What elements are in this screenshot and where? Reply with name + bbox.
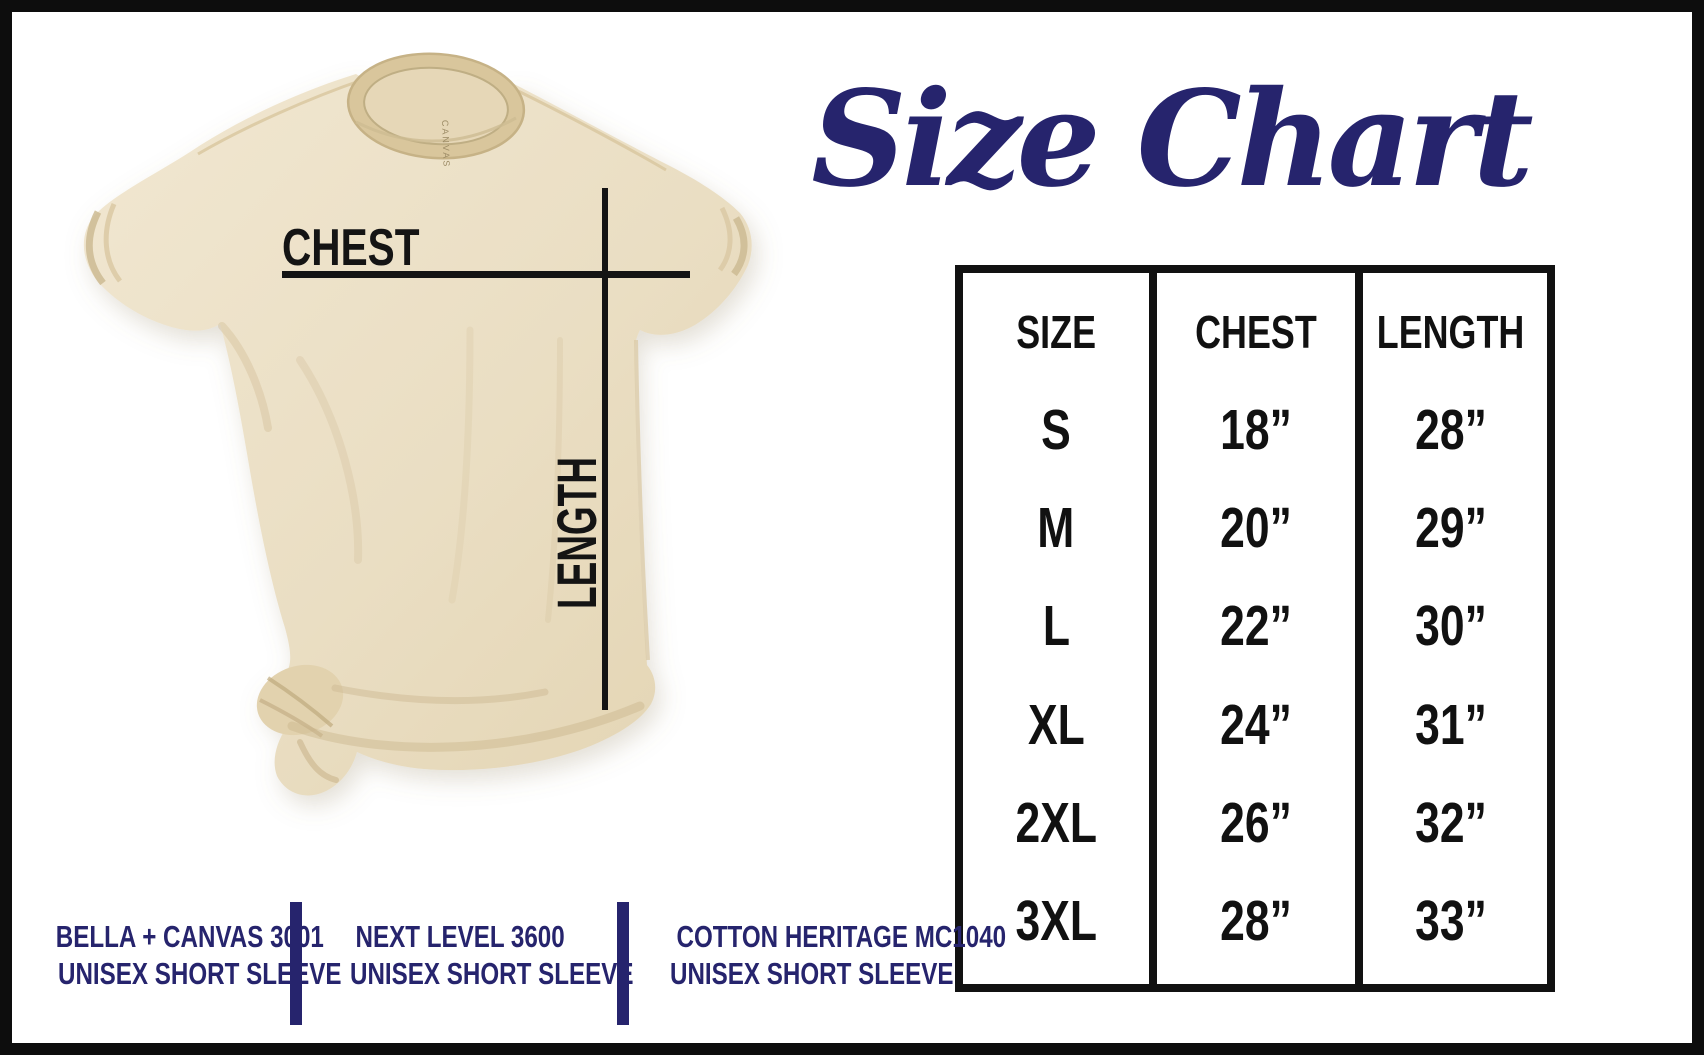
product-style: UNISEX SHORT SLEEVE — [669, 956, 954, 991]
page-title: Size Chart — [811, 62, 1533, 217]
chest-measure-line — [282, 271, 690, 278]
brand-tag-label: CANVAS — [440, 120, 452, 169]
tshirt-collar-inner-edge — [363, 66, 509, 146]
fold — [331, 684, 549, 705]
product-info-next-level: NEXT LEVEL 3600 UNISEX SHORT SLEEVE — [310, 918, 634, 992]
cuff-roll-left — [85, 210, 106, 286]
divider-bar — [290, 902, 302, 1025]
column-header-size: SIZE — [1016, 306, 1096, 359]
table-column-chest: CHEST 18” 20” 22” 24” 26” 28” — [1157, 273, 1363, 984]
fold — [448, 326, 474, 604]
shoulder-seam-left — [197, 78, 363, 156]
column-header-length: LENGTH — [1377, 306, 1525, 359]
cuff-roll-right-inner — [717, 206, 733, 272]
hem-shadow — [287, 701, 645, 752]
table-cell-size: 2XL — [1015, 790, 1097, 855]
product-name: COTTON HERITAGE MC1040 — [676, 919, 1007, 954]
table-cell-chest: 24” — [1220, 692, 1292, 757]
shoulder-seam-right — [511, 86, 667, 172]
knot-fold — [259, 698, 324, 738]
fold — [296, 356, 363, 564]
tshirt-neck-inside — [364, 67, 508, 145]
table-cell-length: 31” — [1415, 692, 1487, 757]
size-table: SIZE S M L XL 2XL 3XL CHEST 18” 20” 22” … — [955, 265, 1555, 992]
table-cell-size: M — [1037, 496, 1075, 561]
side-seam-right — [634, 339, 650, 661]
column-header-chest: CHEST — [1195, 306, 1317, 359]
table-cell-length: 33” — [1415, 888, 1487, 953]
cuff-roll-right — [731, 216, 748, 277]
product-info-cotton-heritage: COTTON HERITAGE MC1040 UNISEX SHORT SLEE… — [630, 918, 1007, 992]
product-name: NEXT LEVEL 3600 — [355, 919, 565, 954]
product-style: UNISEX SHORT SLEEVE — [349, 956, 634, 991]
fold — [218, 322, 272, 432]
table-cell-chest: 26” — [1220, 790, 1292, 855]
length-measure-line — [602, 188, 608, 710]
product-name: BELLA + CANVAS 3001 — [55, 919, 324, 954]
tshirt-collar-band — [348, 53, 524, 159]
table-cell-size: S — [1041, 398, 1071, 463]
length-measure-label: LENGTH — [545, 457, 608, 609]
table-cell-length: 29” — [1415, 496, 1487, 561]
table-cell-size: 3XL — [1015, 888, 1097, 953]
table-cell-size: XL — [1027, 692, 1085, 757]
table-column-size: SIZE S M L XL 2XL 3XL — [963, 273, 1157, 984]
table-column-length: LENGTH 28” 29” 30” 31” 32” 33” — [1363, 273, 1539, 984]
table-cell-length: 30” — [1415, 594, 1487, 659]
fold — [545, 337, 563, 623]
tail-shadow — [297, 739, 339, 783]
table-cell-chest: 20” — [1220, 496, 1292, 561]
product-style: UNISEX SHORT SLEEVE — [57, 956, 342, 991]
chest-measure-label: CHEST — [282, 219, 420, 277]
table-cell-length: 32” — [1415, 790, 1487, 855]
tshirt-photo: CANVAS — [83, 52, 752, 796]
divider-bar — [617, 902, 629, 1025]
collar-stitch — [355, 116, 517, 143]
table-cell-chest: 22” — [1220, 594, 1292, 659]
table-cell-chest: 28” — [1220, 888, 1292, 953]
product-info-bella-canvas: BELLA + CANVAS 3001 UNISEX SHORT SLEEVE — [18, 918, 342, 992]
table-cell-size: L — [1042, 594, 1070, 659]
table-cell-length: 28” — [1415, 398, 1487, 463]
knot-fold — [266, 676, 334, 728]
tshirt-collar-outer-edge — [346, 52, 526, 160]
table-cell-chest: 18” — [1220, 398, 1292, 463]
cuff-roll-left-inner — [103, 203, 123, 283]
tshirt-body — [83, 74, 752, 796]
